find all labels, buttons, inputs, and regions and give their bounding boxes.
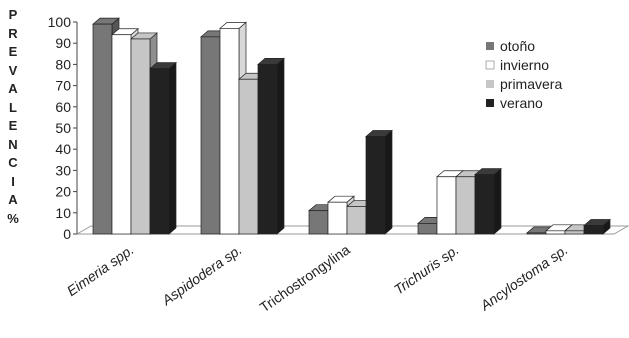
y-label-letter: A — [8, 81, 18, 96]
y-label-letter: C — [8, 155, 18, 170]
legend-swatch — [486, 99, 494, 107]
legend-item: primavera — [486, 76, 562, 92]
y-label-letter: R — [8, 25, 18, 41]
y-tick-label: 20 — [55, 184, 71, 200]
y-tick-label: 40 — [55, 141, 71, 157]
y-label-letter: V — [8, 62, 18, 78]
bar-side — [276, 57, 285, 235]
bar-side — [493, 167, 502, 235]
y-tick-label: 50 — [55, 120, 71, 136]
y-label-letter: N — [8, 136, 18, 152]
category-label-genus: Trichuris — [391, 254, 443, 297]
bar — [365, 129, 393, 235]
y-tick-label: 80 — [55, 56, 71, 72]
legend-label: otoño — [500, 38, 535, 54]
legend-label: verano — [500, 95, 543, 111]
y-tick-label: 100 — [48, 14, 72, 30]
y-tick-label: 60 — [55, 99, 71, 115]
bar-side — [384, 129, 393, 235]
bar-front — [526, 232, 547, 235]
category-label-suffix: spp. — [103, 241, 137, 272]
legend-item: otoño — [486, 38, 535, 54]
y-tick-label: 0 — [63, 226, 71, 242]
bar-front — [455, 176, 476, 235]
y-label-letter: E — [8, 118, 18, 133]
bar-front — [111, 34, 132, 235]
category-label-genus: Ancylostoma — [477, 254, 553, 314]
legend-swatch — [486, 80, 494, 88]
bar — [583, 218, 611, 235]
bar-front — [346, 206, 367, 235]
bar-front — [545, 230, 566, 235]
bar-front — [92, 23, 113, 235]
bar-front — [474, 174, 495, 235]
y-label-letter: % — [7, 210, 19, 226]
legend-item: verano — [486, 95, 543, 111]
y-tick-label: 10 — [55, 205, 71, 221]
legend-swatch — [485, 60, 495, 70]
bar-front — [130, 38, 151, 235]
category-label: Eimeria spp. — [64, 241, 137, 299]
bar-front — [257, 64, 278, 235]
category-label: Trichostrongylina — [257, 241, 353, 315]
bar-front — [149, 68, 170, 235]
category-label: Aspidodera sp. — [158, 241, 245, 308]
bar — [257, 57, 285, 235]
category-label-genus: Aspidodera — [158, 254, 226, 308]
bar-side — [168, 61, 177, 235]
bar — [474, 167, 502, 235]
y-tick-label: 70 — [55, 78, 71, 94]
bar-front — [583, 225, 604, 235]
y-tick-label: 90 — [55, 35, 71, 51]
legend-item: invierno — [485, 57, 549, 73]
y-label-letter: L — [9, 99, 17, 115]
y-axis: 0 10 20 30 40 50 60 70 80 90 100 — [48, 14, 78, 242]
legend: otoño invierno primavera verano — [485, 38, 562, 111]
bar-front — [238, 78, 259, 235]
category-label-genus: Eimeria — [64, 259, 112, 299]
bar-front — [365, 136, 386, 235]
y-label-letter: A — [8, 192, 18, 207]
bar-front — [219, 28, 240, 235]
legend-label: primavera — [500, 76, 562, 92]
category-label: Trichuris sp. — [391, 241, 462, 297]
y-axis-label: P R E V A L E N C I A% — [0, 6, 26, 228]
bar-front — [564, 230, 585, 235]
bar — [149, 61, 177, 235]
y-tick-label: 30 — [55, 162, 71, 178]
legend-swatch — [486, 42, 494, 50]
legend-label: invierno — [500, 57, 549, 73]
bar-front — [308, 210, 329, 235]
bars — [92, 17, 611, 235]
category-labels: Eimeria spp. Aspidodera sp. Trichostrongyl… — [64, 241, 571, 315]
y-label-letter: I — [11, 173, 15, 189]
bar-front — [200, 36, 221, 235]
bar-front — [417, 223, 438, 235]
bar-front — [436, 176, 457, 235]
category-label: Ancylostoma sp. — [477, 241, 571, 314]
y-label-letter: P — [8, 7, 18, 22]
y-label-letter: E — [8, 44, 18, 59]
bar-front — [327, 201, 348, 235]
